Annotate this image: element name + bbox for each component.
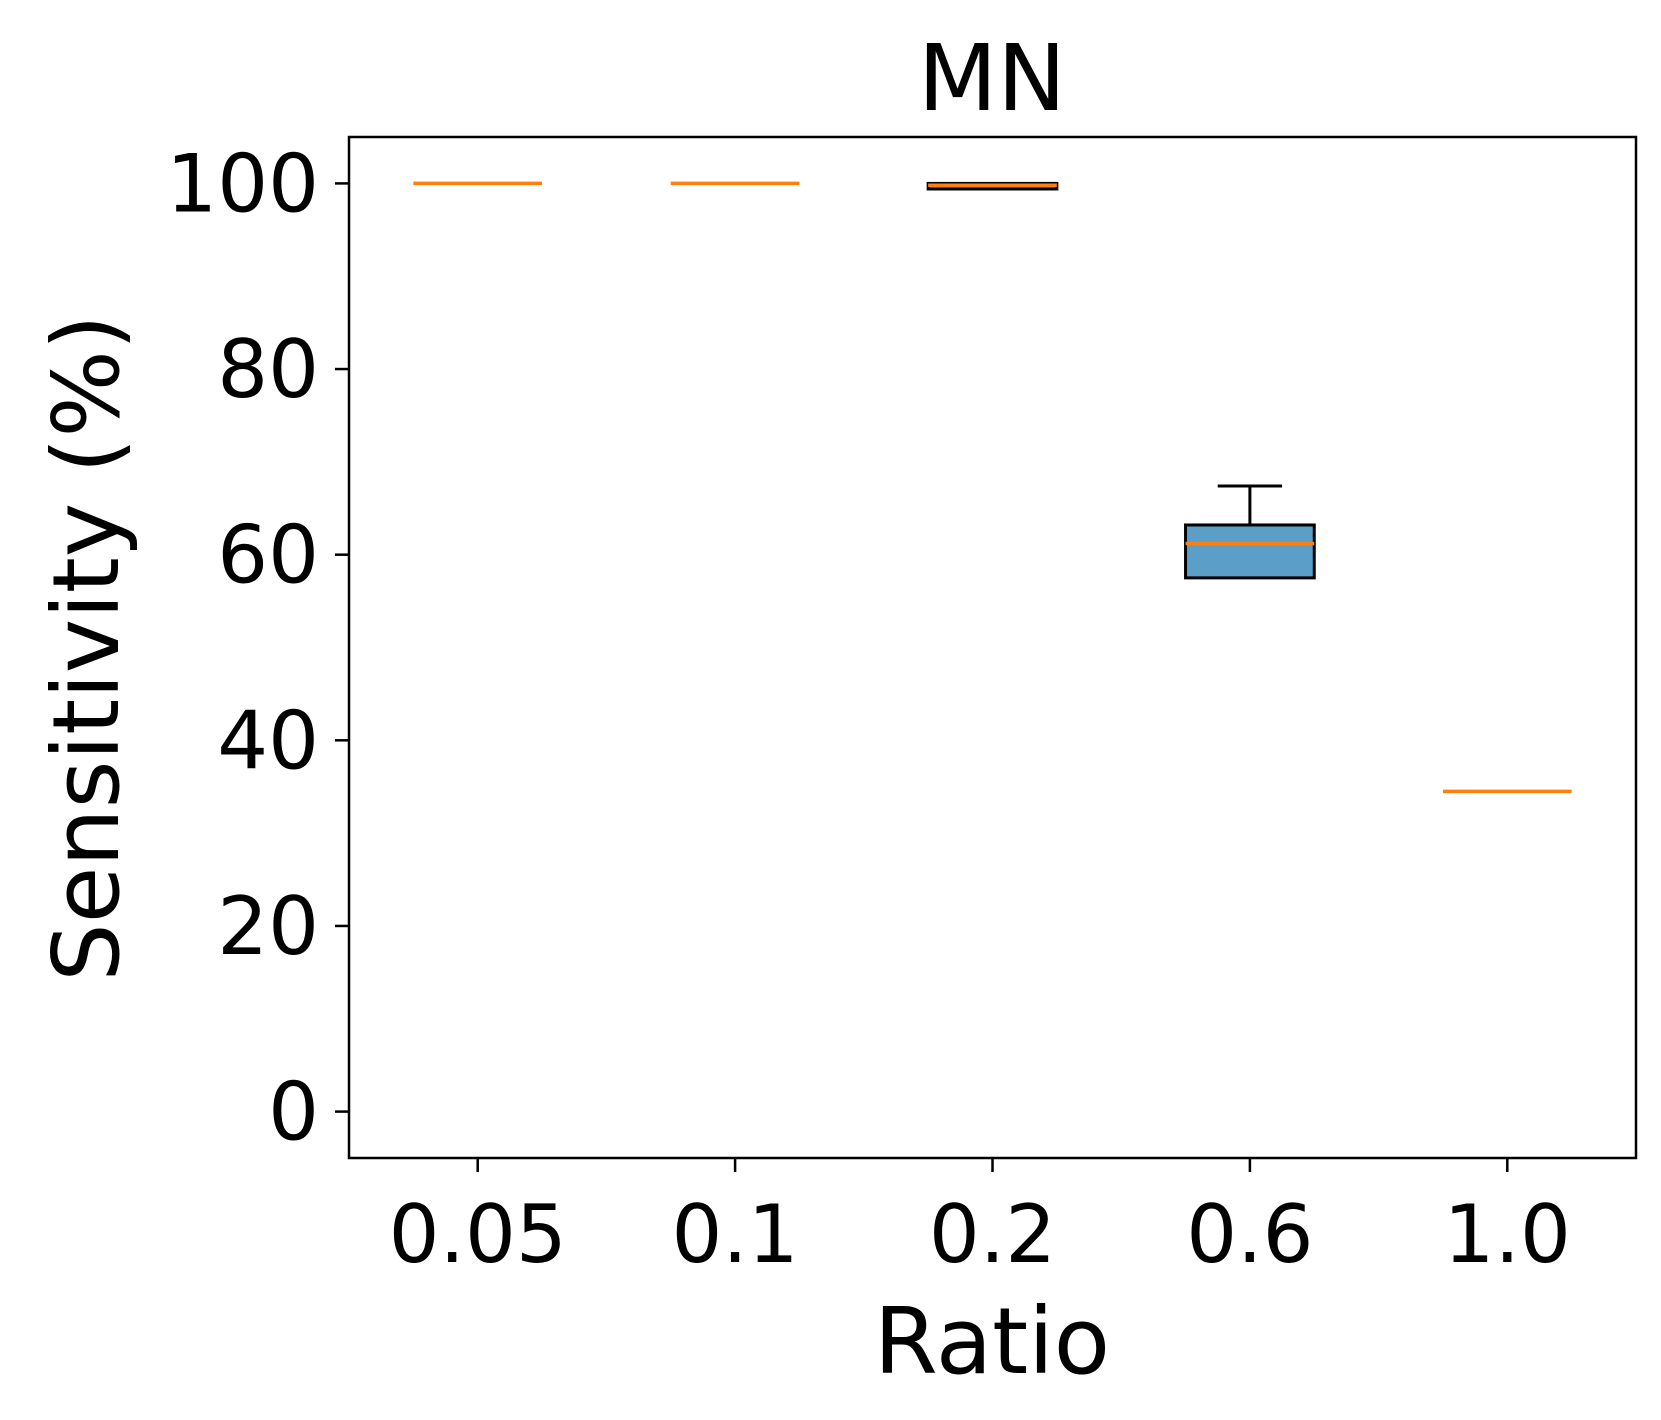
y-tick-label: 60	[217, 509, 319, 602]
plot-frame	[347, 135, 1638, 1160]
x-tick-label: 1.0	[1444, 1188, 1571, 1281]
y-axis: 0 20 40 60 80 100	[166, 137, 349, 1159]
y-tick-label: 40	[217, 694, 319, 787]
y-tick-label: 80	[217, 323, 319, 416]
box-body	[1184, 523, 1316, 580]
y-axis-label: Sensitivity (%)	[33, 314, 140, 981]
y-tick-label: 100	[166, 137, 319, 230]
chart-title: MN	[918, 25, 1066, 132]
x-axis: 0.05 0.1 0.2 0.6 1.0	[389, 1158, 1571, 1281]
x-tick-label: 0.1	[671, 1188, 798, 1281]
x-axis-label: Ratio	[874, 1288, 1110, 1395]
x-tick-label: 0.2	[929, 1188, 1056, 1281]
box-0.6	[1184, 484, 1316, 580]
y-tick-label: 20	[217, 880, 319, 973]
boxes-layer	[413, 181, 1572, 794]
y-tick-label: 0	[268, 1066, 319, 1159]
box-0.2	[926, 181, 1059, 191]
x-tick-label: 0.05	[389, 1188, 567, 1281]
x-tick-label: 0.6	[1186, 1188, 1313, 1281]
